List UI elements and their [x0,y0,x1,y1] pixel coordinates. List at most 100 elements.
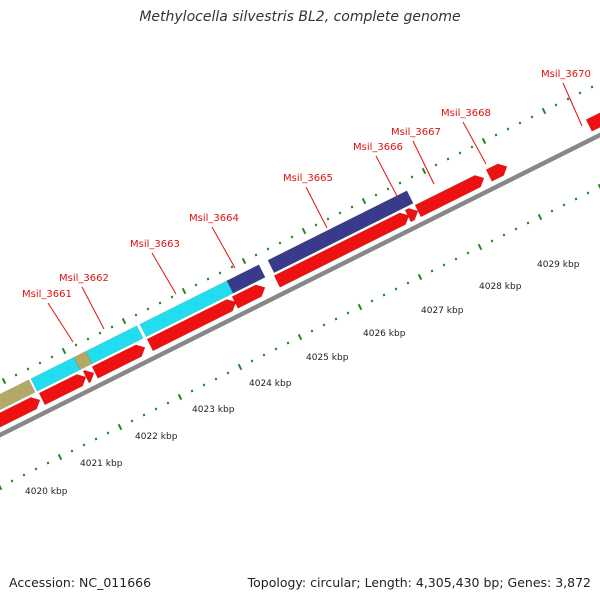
genome-backbone [0,132,600,438]
scale-label: 4021 kbp [80,459,123,469]
feature-cyan [30,356,81,392]
tick-minor [266,247,270,251]
tick-minor [406,281,410,285]
tick-minor [278,241,282,245]
tick-minor [142,413,146,417]
genome-title: Methylocella silvestris BL2, complete ge… [139,9,461,25]
tick-minor [398,181,402,185]
tick-minor [458,151,462,155]
tick-minor [326,217,330,221]
tick-minor [130,419,134,423]
tick-minor [166,401,170,405]
tick-minor [106,431,110,435]
tick-minor [586,191,590,195]
tick-minor [14,373,18,377]
scale-label: 4022 kbp [135,432,178,442]
feature-cyan [85,325,144,365]
cds-arrow [273,212,410,288]
tick-minor [154,407,158,411]
gene-leader-line [305,186,328,229]
tick-minor [502,233,506,237]
feature-navy [267,190,414,274]
tick-minor [218,271,222,275]
gene-leader-line [151,252,177,295]
feature-navy [226,264,266,294]
scale-label: 4023 kbp [192,405,235,415]
tick-minor [34,467,38,471]
cds-arrow [146,298,237,352]
tick-minor [446,157,450,161]
gene-leader-line [375,155,399,199]
tick-minor [590,85,594,89]
tick-minor [442,263,446,267]
tick-minor [386,187,390,191]
tick-major [301,227,307,235]
gene-leader-line [81,286,105,330]
tick-major [177,393,183,401]
cds-arrow [0,396,41,428]
cds-arrow [485,163,508,182]
tick-minor [454,257,458,261]
tick-major [117,423,123,431]
tick-minor [530,115,534,119]
gene-leader-line [211,226,236,269]
scale-labels: 4020 kbp 4021 kbp 4022 kbp 4023 kbp 4024 kbp… [25,260,580,497]
tick-minor [74,343,78,347]
tick-minor [286,341,290,345]
tick-minor [574,197,578,201]
tick-minor [470,145,474,149]
tick-minor [370,299,374,303]
tick-major [541,107,547,115]
tick-minor [274,347,278,351]
gene-leader-line [462,121,487,165]
tick-major [1,377,7,385]
scale-tick-track [0,183,600,491]
tick-minor [374,193,378,197]
tick-minor [410,175,414,179]
scale-label: 4025 kbp [306,353,349,363]
accession-text: Accession: NC_011666 [9,575,152,590]
tick-minor [526,221,530,225]
tick-minor [50,355,54,359]
tick-minor [562,203,566,207]
scale-label: 4020 kbp [25,487,68,497]
tick-minor [382,293,386,297]
feature-tan [73,350,93,371]
tick-minor [194,283,198,287]
scale-label: 4024 kbp [249,379,292,389]
tick-minor [394,287,398,291]
tick-major [597,183,600,190]
gene-label-leaders [47,82,583,343]
cds-arrow [91,344,146,379]
tick-minor [550,209,554,213]
gene-leader-line [562,82,583,127]
gene-label: Msil_3667 [391,127,441,138]
tick-minor [146,307,150,311]
tick-minor [250,359,254,363]
gene-label: Msil_3666 [353,142,403,153]
tick-major [241,257,247,265]
scale-label: 4026 kbp [363,329,406,339]
tick-minor [518,121,522,125]
tick-minor [214,377,218,381]
tick-major [237,363,243,371]
tick-minor [506,127,510,131]
gene-label: Msil_3662 [59,273,109,284]
gene-label: Msil_3670 [541,69,591,80]
tick-minor [334,317,338,321]
tick-minor [494,133,498,137]
tick-major [0,484,3,491]
scale-label: 4029 kbp [537,260,580,270]
scale-label: 4027 kbp [421,306,464,316]
tick-minor [206,277,210,281]
cds-arrow [414,174,485,218]
backbone-line [0,132,600,438]
tick-minor [290,235,294,239]
tick-minor [70,449,74,453]
tick-minor [98,331,102,335]
tick-minor [94,437,98,441]
gene-leader-line [412,140,435,185]
tick-minor [110,325,114,329]
gene-label: Msil_3665 [283,173,333,184]
